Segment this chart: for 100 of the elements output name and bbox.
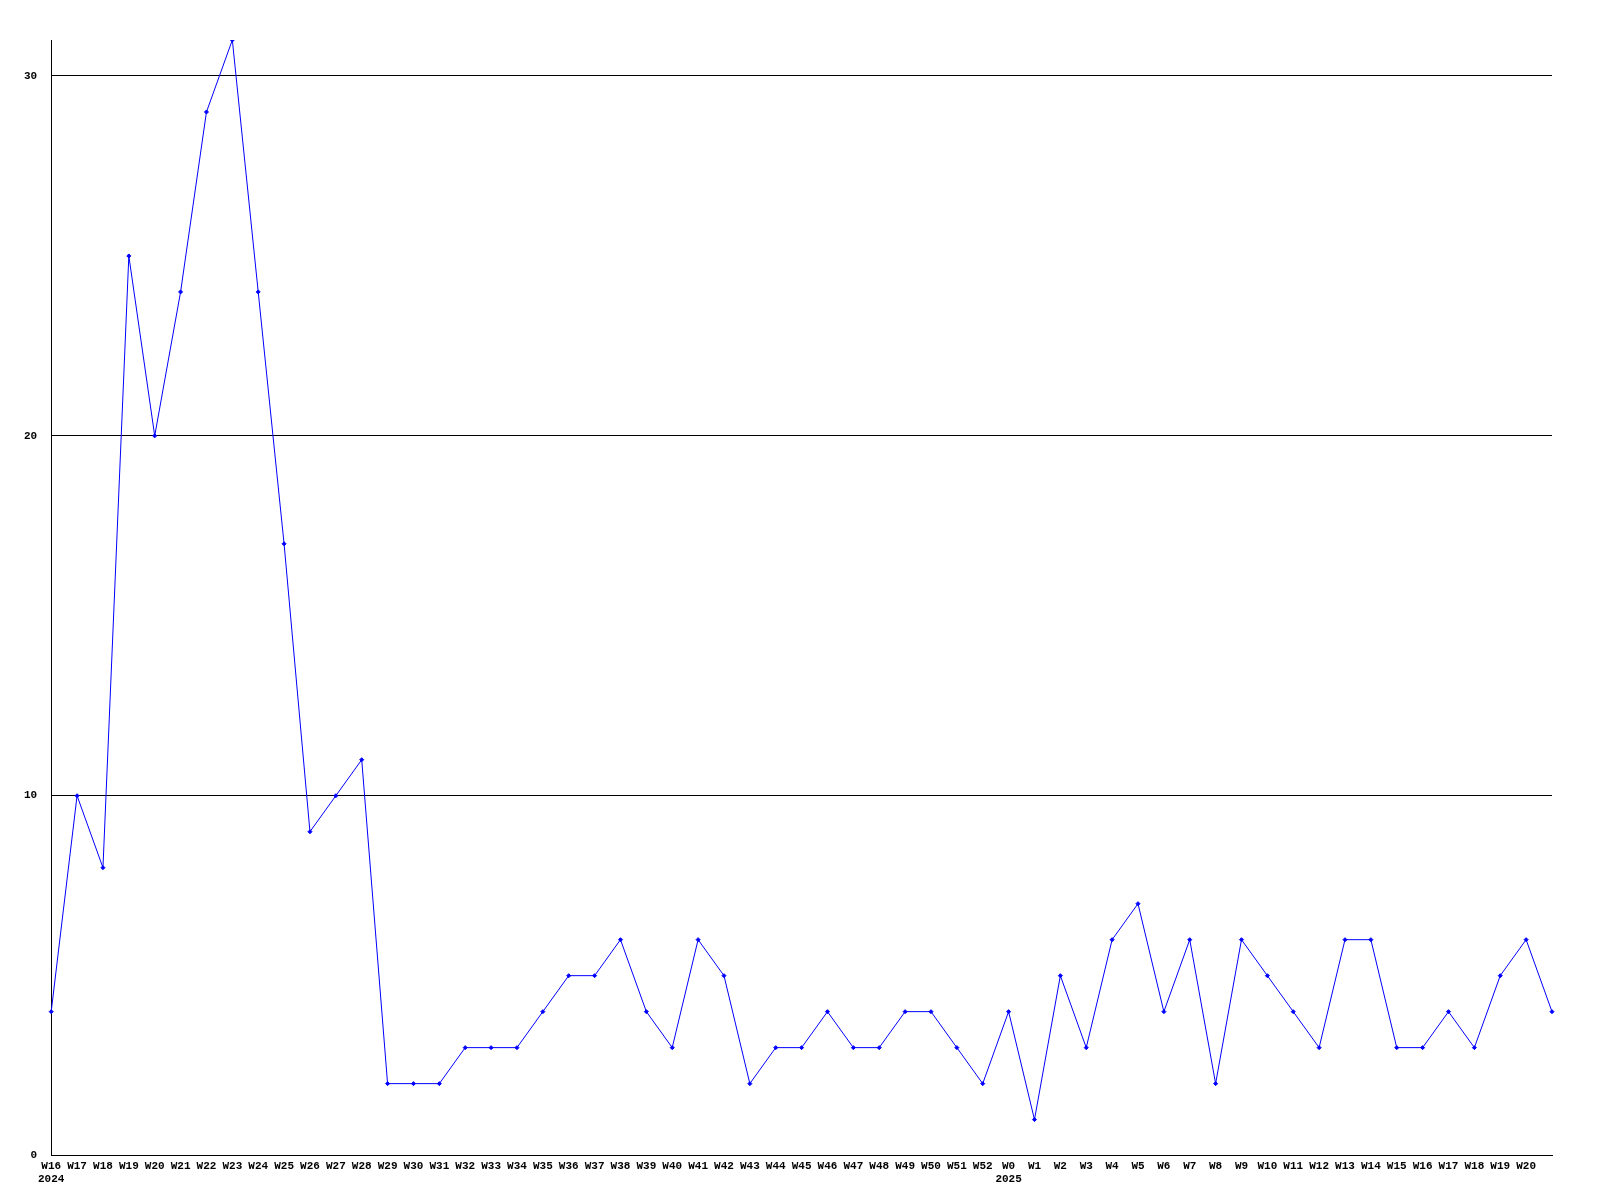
- point: [747, 1081, 753, 1087]
- point: [488, 1045, 494, 1051]
- x-tick-label: W8: [1209, 1159, 1223, 1172]
- x-tick-label: W28: [351, 1159, 373, 1172]
- x-tick-label: W0 2025: [995, 1159, 1023, 1186]
- point: [1549, 1009, 1555, 1015]
- point: [126, 253, 132, 259]
- point: [1342, 937, 1348, 943]
- point: [824, 1009, 830, 1015]
- point: [152, 433, 158, 439]
- x-tick-label: W4: [1105, 1159, 1120, 1172]
- x-tick-label: W23: [222, 1159, 243, 1172]
- point: [773, 1045, 779, 1051]
- point: [178, 289, 184, 295]
- point: [410, 1081, 416, 1087]
- x-tick-label: W42: [714, 1159, 734, 1172]
- x-tick-label: W39: [636, 1159, 657, 1172]
- point: [1264, 973, 1270, 979]
- point: [980, 1081, 986, 1087]
- point: [359, 757, 365, 763]
- x-tick-label: W18: [1464, 1159, 1485, 1172]
- x-tick-label: W14: [1360, 1159, 1382, 1172]
- point: [436, 1081, 442, 1087]
- x-tick-label: W31: [429, 1159, 450, 1172]
- x-tick-label: W38: [610, 1159, 631, 1172]
- point: [1213, 1081, 1219, 1087]
- point: [850, 1045, 856, 1051]
- point: [281, 541, 287, 547]
- x-tick-label: W26: [300, 1159, 320, 1172]
- point: [255, 289, 261, 295]
- point: [1057, 973, 1063, 979]
- x-tick-label: W43: [739, 1159, 761, 1172]
- x-tick-label: W6: [1157, 1159, 1171, 1172]
- x-tick-label: W45: [791, 1159, 812, 1172]
- y-tick-label: 30: [24, 69, 38, 82]
- x-tick-label: W50: [921, 1159, 941, 1172]
- point: [203, 109, 209, 115]
- point: [333, 793, 339, 799]
- point: [462, 1045, 468, 1051]
- x-tick-label: W16 2024: [38, 1159, 65, 1186]
- point: [1290, 1009, 1296, 1015]
- point: [1368, 937, 1374, 943]
- x-tick-label: W19: [1490, 1159, 1511, 1172]
- x-tick-label: W40: [662, 1159, 683, 1172]
- x-tick-label: W16: [1412, 1159, 1433, 1172]
- point: [617, 937, 623, 943]
- x-tick-label: W10: [1257, 1159, 1278, 1172]
- y-tick-label: 10: [24, 789, 38, 802]
- x-tick-label: W3: [1079, 1159, 1094, 1172]
- x-tick-label: W24: [248, 1159, 269, 1172]
- point: [695, 937, 701, 943]
- x-tick-label: W34: [507, 1159, 528, 1172]
- point: [876, 1045, 882, 1051]
- y-tick-label: 20: [24, 429, 38, 442]
- point: [1109, 937, 1115, 943]
- point: [48, 1009, 54, 1015]
- x-tick-label: W36: [558, 1159, 579, 1172]
- x-tick-label: W20: [144, 1159, 165, 1172]
- point: [540, 1009, 546, 1015]
- point: [1523, 937, 1529, 943]
- x-tick-label: W44: [765, 1159, 787, 1172]
- point: [643, 1009, 649, 1015]
- x-tick-label: W35: [532, 1159, 554, 1172]
- point: [1316, 1045, 1322, 1051]
- point: [1497, 973, 1503, 979]
- point: [799, 1045, 805, 1051]
- x-tick-label: W19: [118, 1159, 139, 1172]
- x-tick-label: W47: [843, 1159, 864, 1172]
- point: [1238, 937, 1244, 943]
- point: [385, 1081, 391, 1087]
- point: [307, 829, 313, 835]
- x-tick-label: W33: [481, 1159, 502, 1172]
- point: [1031, 1117, 1037, 1123]
- point: [902, 1009, 908, 1015]
- point: [74, 793, 80, 799]
- x-tick-label: W17: [1438, 1159, 1459, 1172]
- x-tick-label: W18: [93, 1159, 114, 1172]
- x-tick-label: W7: [1183, 1159, 1197, 1172]
- point: [592, 973, 598, 979]
- point: [928, 1009, 934, 1015]
- x-tick-label: W15: [1386, 1159, 1408, 1172]
- x-tick-label: W41: [688, 1159, 709, 1172]
- y-tick-label: 0: [30, 1149, 38, 1162]
- point: [100, 865, 106, 871]
- x-tick-label: W52: [972, 1159, 993, 1172]
- point: [514, 1045, 520, 1051]
- point: [1420, 1045, 1426, 1051]
- point: [1135, 901, 1141, 907]
- point: [1187, 937, 1193, 943]
- point: [954, 1045, 960, 1051]
- x-tick-label: W27: [325, 1159, 346, 1172]
- x-tick-label: W37: [584, 1159, 605, 1172]
- x-tick-label: W22: [196, 1159, 217, 1172]
- x-tick-label: W2: [1053, 1159, 1067, 1172]
- point: [1446, 1009, 1451, 1015]
- x-tick-label: W11: [1283, 1159, 1304, 1172]
- x-tick-label: W32: [455, 1159, 476, 1172]
- x-tick-label: W21: [170, 1159, 191, 1172]
- x-tick-label: W12: [1309, 1159, 1330, 1172]
- x-tick-label: W46: [817, 1159, 838, 1172]
